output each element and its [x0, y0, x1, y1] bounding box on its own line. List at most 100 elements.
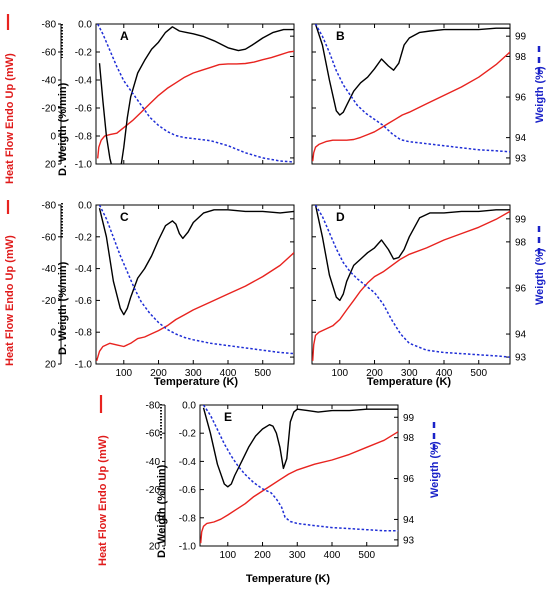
deriv-tick-label: -1.0: [179, 542, 197, 553]
deriv-tick-label: -0.8: [75, 132, 93, 143]
row1-left-titles: Heat Flow Endo Up (mW) D. Weigth (%/min): [4, 14, 69, 184]
heat-flow-axis-title-row2: Heat Flow Endo Up (mW): [4, 235, 16, 366]
weight-axis-title-row2: Weigth (%): [534, 248, 546, 305]
x-tick-label: 400: [324, 550, 341, 561]
row1-right-titles: Weigth (%): [534, 46, 546, 123]
heat-flow-line: [96, 252, 294, 361]
panel-label: A: [120, 29, 129, 43]
heat-flow-tick-label: 0: [50, 328, 56, 339]
x-tick-label: 500: [358, 550, 375, 561]
weight-axis-title-row3: Weigth (%): [429, 441, 441, 498]
heat-flow-tick-label: 0: [154, 513, 160, 524]
x-tick-label: 100: [331, 368, 348, 379]
deriv-tick-label: -0.2: [75, 232, 93, 243]
panel-d: 100 200 300 400 500 93 94 96 98 99 D: [311, 204, 527, 379]
panel-c: 100 200 300 400 500 -80 -60 -40 -20 0 20 0.0 -0.2 -0.…: [42, 201, 295, 379]
x-axis-title-d: Temperature (K): [367, 376, 451, 388]
deriv-tick-label: -0.6: [75, 104, 93, 115]
x-tick-label: 200: [366, 368, 383, 379]
heat-flow-tick-label: -40: [42, 264, 57, 275]
heat-flow-tick-label: -40: [42, 76, 57, 87]
panel-label: C: [120, 210, 129, 224]
deriv-tick-label: -1.0: [75, 160, 93, 171]
panel-label: E: [224, 410, 232, 424]
weight-tick-label: 93: [515, 153, 527, 164]
panel-label: D: [336, 210, 345, 224]
weight-tick-label: 94: [403, 515, 415, 526]
deriv-tick-label: -0.6: [75, 296, 93, 307]
x-tick-label: 100: [115, 368, 132, 379]
heat-flow-line: [200, 431, 398, 544]
weight-axis-title-row1: Weigth (%): [534, 66, 546, 123]
x-tick-label: 300: [289, 550, 306, 561]
heat-flow-tick-label: -80: [42, 20, 57, 31]
weight-tick-label: 98: [515, 237, 527, 248]
series-group: [312, 24, 510, 162]
x-tick-label: 200: [254, 550, 271, 561]
weight-tick-label: 98: [515, 52, 527, 63]
row2-right-titles: Weigth (%): [534, 226, 546, 305]
deriv-axis-title-row1: D. Weigth (%/min): [57, 82, 69, 176]
series-group: [312, 205, 510, 361]
heat-flow-tick-label: -40: [146, 457, 161, 468]
heat-flow-tick-label: -80: [42, 201, 57, 212]
heat-flow-tick-label: -20: [42, 104, 57, 115]
deriv-tick-label: -1.0: [75, 360, 93, 371]
panel-label: B: [336, 29, 345, 43]
weight-tick-label: 96: [515, 93, 527, 104]
weight-line: [202, 405, 398, 532]
x-tick-label: 400: [220, 368, 237, 379]
deriv-tick-label: -0.8: [179, 513, 197, 524]
deriv-tick-label: -0.4: [75, 264, 93, 275]
weight-tick-label: 94: [515, 133, 527, 144]
plot-frame: [95, 204, 295, 365]
row2-left-titles: Heat Flow Endo Up (mW) D. Weigth (%/min): [4, 200, 69, 366]
heat-flow-line: [97, 50, 294, 159]
deriv-axis-title-row2: D. Weigth (%/min): [57, 261, 69, 355]
weight-tick-label: 98: [403, 433, 415, 444]
heat-flow-tick-label: -20: [42, 296, 57, 307]
weight-tick-label: 94: [515, 330, 527, 341]
heat-flow-tick-label: -60: [42, 48, 57, 59]
row3-right-titles: Weigth (%): [429, 422, 441, 498]
weight-line: [98, 205, 294, 355]
heat-flow-tick-label: 20: [149, 542, 161, 553]
weight-line: [314, 205, 510, 358]
plot-frame: [311, 23, 511, 165]
series-group: [200, 405, 398, 544]
deriv-tick-label: 0.0: [182, 401, 196, 412]
heat-flow-tick-label: 20: [45, 160, 57, 171]
deriv-weight-line: [202, 407, 398, 488]
row3-left-titles: Heat Flow Endo Up (mW) D. Weigth (%/min): [97, 395, 168, 566]
x-tick-label: 200: [150, 368, 167, 379]
heat-flow-axis-title-row3: Heat Flow Endo Up (mW): [97, 435, 109, 566]
heat-flow-axis-title-row1: Heat Flow Endo Up (mW): [4, 53, 16, 184]
heat-flow-line: [312, 51, 510, 162]
heat-flow-tick-label: -60: [146, 429, 161, 440]
panel-a: -80 -60 -40 -20 0 20 0.0 -0.2 -0.4 -0.6 -0.8 -1.0 A: [42, 20, 295, 171]
deriv-tick-label: 0.0: [78, 201, 92, 212]
deriv-weight-line: [98, 26, 294, 164]
x-tick-label: 300: [185, 368, 202, 379]
deriv-tick-label: -0.2: [75, 48, 93, 59]
weight-line: [314, 24, 510, 153]
deriv-weight-line: [314, 24, 510, 116]
weight-tick-label: 99: [515, 32, 527, 43]
deriv-tick-label: -0.4: [179, 457, 197, 468]
heat-flow-tick-label: -80: [146, 401, 161, 412]
panel-e: 100 200 300 400 500 -80 -60 -40 -20 0 20 0.0 -0.2 -0.…: [146, 401, 415, 562]
weight-tick-label: 99: [403, 413, 415, 424]
weight-tick-label: 93: [515, 353, 527, 364]
weight-tick-label: 99: [515, 214, 527, 225]
deriv-tick-label: 0.0: [78, 20, 92, 31]
deriv-tick-label: -0.8: [75, 328, 93, 339]
weight-line: [97, 24, 294, 163]
x-tick-label: 100: [219, 550, 236, 561]
x-axis-title-c: Temperature (K): [154, 376, 238, 388]
plot-frame: [95, 23, 295, 165]
weight-tick-label: 96: [515, 283, 527, 294]
heat-flow-tick-label: 0: [50, 132, 56, 143]
heat-flow-tick-label: -60: [42, 232, 57, 243]
deriv-tick-label: -0.4: [75, 76, 93, 87]
